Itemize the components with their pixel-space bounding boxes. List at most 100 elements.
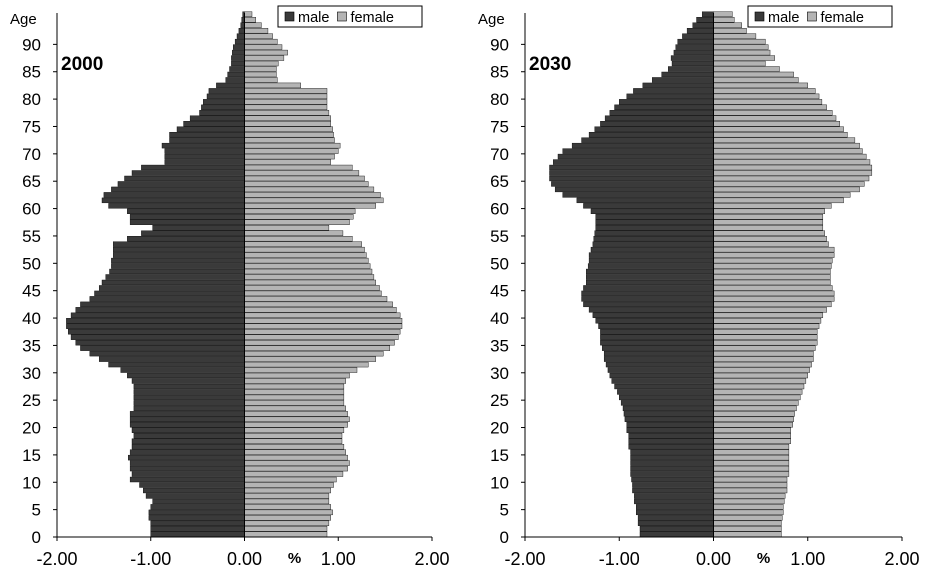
- y-tick-label: 60: [490, 200, 509, 219]
- bar-male-age-3: [637, 515, 714, 521]
- bar-male-age-16: [628, 444, 714, 450]
- bar-male-age-12: [630, 465, 714, 472]
- bar-female-age-7: [713, 493, 786, 499]
- bar-male-age-46: [101, 279, 245, 286]
- bar-male-age-8: [632, 487, 714, 494]
- bar-female-age-39: [713, 318, 822, 324]
- bar-female-age-2: [713, 520, 782, 527]
- bar-male-age-27: [133, 383, 245, 390]
- bar-female-age-59: [244, 208, 356, 215]
- y-tick-label: 60: [22, 200, 41, 219]
- bar-female-age-87: [713, 55, 775, 61]
- bar-male-age-87: [670, 55, 714, 61]
- bar-female-age-62: [244, 192, 381, 198]
- bar-male-age-68: [553, 159, 714, 165]
- bar-female-age-9: [713, 482, 788, 488]
- y-tick-label: 90: [490, 35, 509, 54]
- legend-box: [747, 5, 893, 28]
- bar-female-age-74: [713, 126, 844, 132]
- bar-female-age-69: [713, 153, 867, 160]
- bar-female-age-76: [713, 115, 837, 121]
- bar-female-age-34: [244, 345, 391, 351]
- bar-female-age-0: [713, 531, 782, 537]
- bar-female-age-6: [713, 498, 785, 505]
- bar-male-age-0: [150, 531, 245, 537]
- bar-female-age-16: [713, 444, 790, 450]
- bar-female-age-60: [713, 203, 832, 209]
- bar-female-age-1: [244, 526, 328, 532]
- bar-female-age-32: [244, 356, 376, 362]
- bar-female-age-84: [713, 71, 794, 78]
- bar-male-age-32: [98, 356, 245, 362]
- y-tick-label: 75: [490, 117, 509, 136]
- bar-male-age-91: [236, 33, 245, 39]
- bar-male-age-35: [75, 340, 245, 346]
- bar-male-age-35: [600, 340, 714, 346]
- bar-male-age-15: [129, 449, 245, 455]
- bar-female-age-43: [713, 296, 835, 302]
- bar-male-age-40: [592, 312, 714, 318]
- bar-female-age-9: [244, 482, 334, 488]
- bar-male-age-60: [108, 203, 245, 209]
- bar-male-age-66: [549, 170, 714, 176]
- bar-male-age-29: [127, 372, 245, 379]
- bar-female-age-47: [244, 274, 375, 280]
- bar-female-age-0: [244, 531, 328, 537]
- bar-male-age-38: [66, 323, 245, 329]
- bar-male-age-61: [576, 197, 714, 204]
- bar-female-age-19: [244, 427, 345, 433]
- y-tick-label: 15: [490, 446, 509, 465]
- bar-female-age-30: [244, 367, 358, 373]
- bar-female-age-35: [713, 340, 818, 346]
- bar-female-age-27: [713, 383, 805, 390]
- bar-female-age-67: [713, 164, 873, 171]
- bar-male-age-76: [604, 115, 714, 121]
- bar-male-age-90: [234, 38, 245, 45]
- bar-female-age-5: [713, 504, 784, 510]
- bar-female-age-95: [244, 11, 253, 17]
- bar-female-age-23: [244, 405, 346, 412]
- bar-male-age-44: [94, 290, 245, 297]
- bar-male-age-9: [139, 482, 245, 488]
- bar-female-age-48: [713, 268, 831, 275]
- bar-male-age-92: [238, 28, 245, 34]
- bar-male-age-67: [141, 164, 245, 171]
- bar-female-age-15: [713, 449, 790, 455]
- bar-female-age-81: [244, 88, 328, 94]
- bar-female-age-61: [244, 197, 384, 204]
- bar-male-age-94: [696, 17, 714, 23]
- chart-title: 2030: [529, 54, 571, 75]
- bar-male-age-21: [624, 416, 714, 422]
- bar-male-age-63: [554, 186, 714, 193]
- bar-female-age-84: [244, 71, 277, 78]
- bar-female-age-51: [244, 252, 367, 258]
- bar-male-age-39: [66, 318, 245, 324]
- legend-swatch-male: [754, 11, 765, 22]
- bar-male-age-14: [630, 454, 714, 461]
- bar-male-age-26: [133, 389, 245, 395]
- x-axis-label: %: [288, 550, 301, 567]
- chart-title: 2000: [61, 54, 103, 75]
- bar-female-age-64: [713, 181, 865, 187]
- bar-female-age-63: [244, 186, 375, 193]
- legend-swatch-female: [807, 11, 817, 22]
- bar-female-age-28: [244, 378, 346, 384]
- bar-female-age-29: [244, 372, 350, 379]
- bar-male-age-66: [131, 170, 245, 176]
- y-axis-label: Age: [10, 11, 37, 28]
- bar-female-age-54: [713, 235, 827, 242]
- bar-female-age-34: [713, 345, 816, 351]
- bar-male-age-58: [595, 214, 714, 220]
- bar-male-age-13: [630, 460, 714, 466]
- bar-male-age-72: [581, 137, 714, 143]
- bar-female-age-89: [244, 44, 283, 50]
- bar-male-age-56: [595, 225, 714, 231]
- bar-female-age-92: [713, 28, 747, 34]
- bar-female-age-20: [244, 422, 348, 428]
- bar-male-age-88: [232, 49, 245, 56]
- bar-male-age-5: [636, 504, 714, 510]
- bar-female-age-70: [244, 148, 339, 154]
- bar-male-age-62: [103, 192, 245, 198]
- bar-male-age-62: [562, 192, 714, 198]
- bar-female-age-90: [244, 38, 278, 45]
